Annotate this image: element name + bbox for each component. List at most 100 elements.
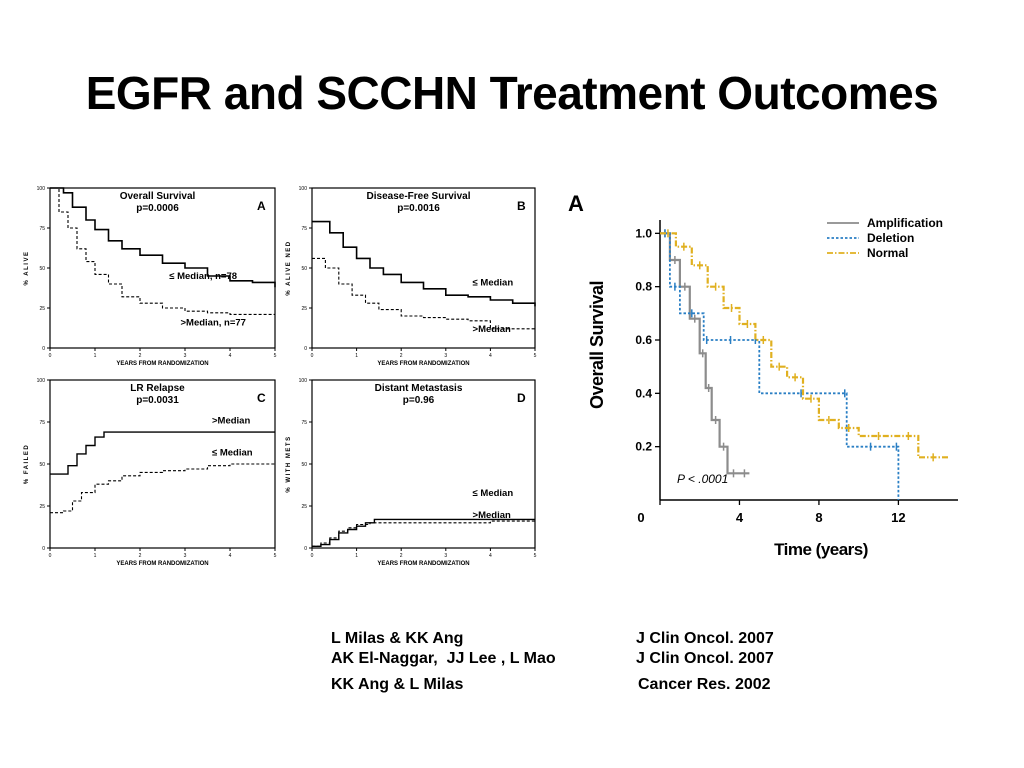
reference-authors: L Milas & KK Ang xyxy=(331,630,464,647)
x-tick-label: 3 xyxy=(444,553,447,559)
reference-journal: J Clin Oncol. 2007 xyxy=(636,630,774,647)
x-axis-label: Time (years) xyxy=(774,540,868,559)
km-curve-solid xyxy=(50,187,276,288)
x-tick-label: 0 xyxy=(49,353,52,359)
figure-letter: A xyxy=(568,191,584,216)
y-tick-label: 0.2 xyxy=(635,440,652,454)
y-tick-label: 75 xyxy=(301,420,307,426)
y-tick-label: 0 xyxy=(304,346,307,352)
x-tick-label: 5 xyxy=(534,353,537,359)
panel-pvalue: p=0.96 xyxy=(403,395,435,406)
x-tick-label: 4 xyxy=(489,553,492,559)
y-tick-label: 50 xyxy=(39,462,45,468)
x-tick-label: 2 xyxy=(400,353,403,359)
right-figure: A 1.0 0.8 0.6 0.4 0.2 0 4 8 12 Time (years) Overall… xyxy=(565,185,975,570)
y-tick-label: 25 xyxy=(39,306,45,312)
p-value-label: P < .0001 xyxy=(677,472,728,486)
x-tick-label: 1 xyxy=(355,353,358,359)
x-tick-label: 1 xyxy=(94,553,97,559)
panel-title: Overall Survival xyxy=(120,191,196,202)
y-tick-label: 75 xyxy=(39,420,45,426)
x-tick-label: 1 xyxy=(94,353,97,359)
y-tick-label: 25 xyxy=(301,306,307,312)
panel-pvalue: p=0.0006 xyxy=(136,203,179,214)
x-tick-label: 0 xyxy=(311,353,314,359)
panel-title: Distant Metastasis xyxy=(375,383,463,394)
panel-letter: A xyxy=(257,199,266,213)
reference-row: L Milas & KK Ang J Clin Oncol. 2007 xyxy=(331,630,851,650)
km-curve-dashed xyxy=(312,520,535,547)
x-tick-label: 2 xyxy=(139,353,142,359)
reference-authors: KK Ang & L Milas xyxy=(331,676,464,693)
y-tick-label: 0.8 xyxy=(635,280,652,294)
x-axis-label: YEARS FROM RANDOMIZATION xyxy=(377,561,469,567)
x-tick-label: 5 xyxy=(274,353,277,359)
panel-title: Disease-Free Survival xyxy=(367,191,471,202)
y-tick-label: 50 xyxy=(301,266,307,272)
y-tick-label: 1.0 xyxy=(635,226,652,240)
y-axis-label: % ALIVE xyxy=(24,251,30,286)
y-tick-label: 100 xyxy=(37,378,46,384)
y-tick-label: 0.6 xyxy=(635,333,652,347)
x-tick-label: 5 xyxy=(274,553,277,559)
y-tick-label: 0.4 xyxy=(635,386,652,400)
panel-letter: B xyxy=(517,199,526,213)
y-tick-label: 25 xyxy=(39,504,45,510)
km-curve-solid xyxy=(312,220,536,307)
x-tick-label: 4 xyxy=(229,553,232,559)
reference-authors: AK El-Naggar, JJ Lee , L Mao xyxy=(331,650,556,667)
y-axis-label: % FAILED xyxy=(24,444,30,484)
left-figure: 100 75 50 25 0 0 1 2 3 4 5 YEARS FROM RANDOMIZATION… xyxy=(10,180,540,570)
km-curve-dashed xyxy=(50,187,275,315)
reference-row: AK El-Naggar, JJ Lee , L Mao J Clin Onco… xyxy=(331,650,851,670)
panel-letter: C xyxy=(257,391,266,405)
y-tick-label: 50 xyxy=(39,266,45,272)
x-tick-label: 1 xyxy=(355,553,358,559)
km-panel-a: 100 75 50 25 00 1 2 3 4 5 YEARS FROM RANDOMIZATION… xyxy=(24,186,277,367)
x-tick-label: 0 xyxy=(49,553,52,559)
x-tick-label: 3 xyxy=(184,353,187,359)
x-tick-label: 0 xyxy=(637,510,644,525)
km-curve-dashed xyxy=(50,463,275,514)
y-axis-label: % WITH METS xyxy=(286,435,292,492)
y-tick-label: 100 xyxy=(37,186,46,192)
y-axis-label: Overall Survival xyxy=(587,281,607,409)
km-curve-amplification xyxy=(660,232,750,475)
y-tick-label: 0 xyxy=(42,546,45,552)
x-tick-label: 8 xyxy=(815,510,822,525)
series-label: ≤ Median xyxy=(473,278,514,289)
series-label: >Median xyxy=(212,416,250,427)
y-axis-label: % ALIVE NED xyxy=(286,240,292,295)
y-tick-label: 0 xyxy=(304,546,307,552)
x-tick-label: 12 xyxy=(891,510,905,525)
y-tick-label: 100 xyxy=(299,378,308,384)
km-curve-dashed xyxy=(312,257,535,330)
series-label: >Median xyxy=(473,510,511,521)
panel-title: LR Relapse xyxy=(130,383,185,394)
references: L Milas & KK Ang J Clin Oncol. 2007 AK E… xyxy=(331,630,851,696)
reference-journal: Cancer Res. 2002 xyxy=(638,676,771,693)
x-tick-label: 3 xyxy=(444,353,447,359)
x-tick-label: 4 xyxy=(229,353,232,359)
reference-row: KK Ang & L Milas Cancer Res. 2002 xyxy=(331,676,851,696)
panel-pvalue: p=0.0016 xyxy=(397,203,440,214)
km-panel-d: 100 75 50 25 00 1 2 3 4 5 YEARS FROM RANDOMIZATION… xyxy=(286,378,537,567)
legend-label: Normal xyxy=(867,246,908,260)
panel-letter: D xyxy=(517,391,526,405)
x-axis-label: YEARS FROM RANDOMIZATION xyxy=(116,561,208,567)
x-tick-label: 3 xyxy=(184,553,187,559)
panel-pvalue: p=0.0031 xyxy=(136,395,179,406)
y-tick-label: 50 xyxy=(301,462,307,468)
legend-label: Amplification xyxy=(867,216,943,230)
x-tick-label: 4 xyxy=(736,510,744,525)
x-tick-label: 2 xyxy=(139,553,142,559)
km-curve-solid xyxy=(312,518,535,547)
km-panel-c: 100 75 50 25 00 1 2 3 4 5 YEARS FROM RANDOMIZATION… xyxy=(24,378,277,567)
slide-title: EGFR and SCCHN Treatment Outcomes xyxy=(85,67,939,119)
series-label: >Median, n=77 xyxy=(181,318,246,329)
series-label: >Median xyxy=(473,324,511,335)
km-curve-normal xyxy=(660,232,949,459)
legend-label: Deletion xyxy=(867,231,914,245)
x-tick-label: 5 xyxy=(534,553,537,559)
